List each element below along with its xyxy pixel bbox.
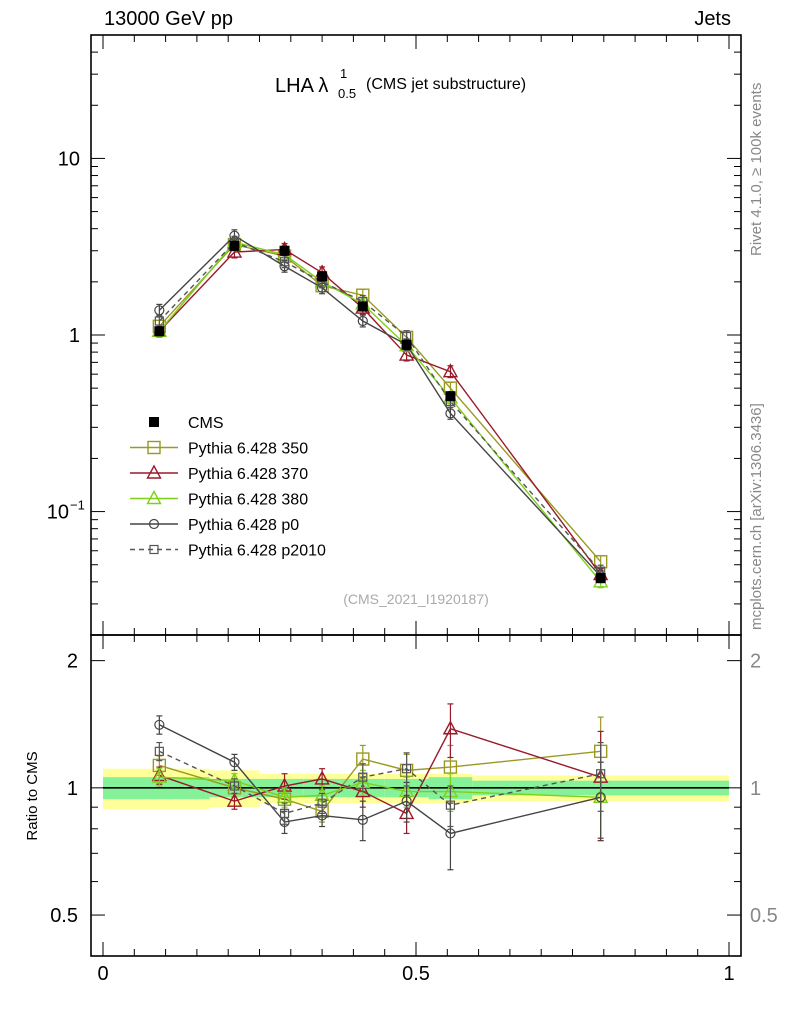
ratio-point-4-0 xyxy=(154,746,164,756)
ratio-series-line-1 xyxy=(159,727,601,815)
ratio-point-3-4 xyxy=(357,814,368,825)
data-point-7 xyxy=(595,573,606,584)
y-tick-label-ratio-right-1: 1 xyxy=(750,778,761,800)
data-point-4 xyxy=(357,301,368,312)
data-point-3 xyxy=(317,271,328,282)
main-series-line-3 xyxy=(158,234,602,577)
ratio-point-0-6 xyxy=(443,760,458,774)
legend-marker-0 xyxy=(147,440,161,455)
ratio-point-1-1 xyxy=(226,792,243,807)
ratio-point-3-1 xyxy=(229,757,240,768)
y-tick-label-ratio-0: 2 xyxy=(67,651,78,673)
main-point-1-5 xyxy=(398,346,415,361)
y-tick-label-ratio-right-2: 0.5 xyxy=(750,905,778,927)
x-tick-label-2: 1 xyxy=(723,963,734,985)
main-series-line-1 xyxy=(158,248,602,575)
ratio-series-line-3 xyxy=(159,724,601,835)
legend-label-data: CMS xyxy=(188,415,224,432)
main-point-1-6 xyxy=(442,363,459,378)
ratio-point-3-5 xyxy=(401,796,412,807)
data-point-1 xyxy=(229,240,240,251)
ratio-point-4-7 xyxy=(596,769,606,779)
main-series-line-0 xyxy=(158,243,602,563)
y-tick-label-ratio-1: 1 xyxy=(67,778,78,800)
legend-label-2: Pythia 6.428 380 xyxy=(188,492,308,509)
main-point-3-4 xyxy=(357,315,368,327)
legend-marker-3 xyxy=(148,518,160,530)
main-point-3-6 xyxy=(445,408,456,419)
main-point-1-1 xyxy=(226,243,243,258)
ratio-point-1-4 xyxy=(355,783,371,798)
legend-marker-4 xyxy=(149,544,159,555)
data-point-5 xyxy=(401,339,412,350)
ratio-point-4-6 xyxy=(445,800,456,810)
y-tick-label-main-0: 10 xyxy=(58,148,80,170)
ratio-point-1-3 xyxy=(314,770,330,785)
data-point-2 xyxy=(279,245,290,256)
header-left-label: 13000 GeV pp xyxy=(104,8,233,30)
x-tick-label-0: 0 xyxy=(97,963,108,985)
y-tick-label-ratio-2: 0.5 xyxy=(50,905,78,927)
y-tick-label-main-1: 1 xyxy=(69,325,80,347)
chart-title-subscript: 0.5 xyxy=(338,86,356,101)
ratio-ylabel: Ratio to CMS xyxy=(24,751,41,840)
ratio-point-4-4 xyxy=(358,772,368,782)
main-series-line-2 xyxy=(158,241,602,583)
ratio-point-2-0 xyxy=(151,768,168,783)
data-point-0 xyxy=(154,326,165,337)
y-tick-label-main-2: 10 xyxy=(47,502,69,524)
legend-marker-1 xyxy=(146,464,162,479)
legend-label-0: Pythia 6.428 350 xyxy=(188,441,308,458)
y-tick-label-ratio-right-0: 2 xyxy=(750,651,761,673)
ratio-point-4-2 xyxy=(279,808,290,819)
ratio-series-line-2 xyxy=(159,776,601,798)
ratio-series-line-4 xyxy=(159,750,601,815)
ratio-point-2-2 xyxy=(276,788,293,803)
legend-label-3: Pythia 6.428 p0 xyxy=(188,517,299,534)
legend-label-1: Pythia 6.428 370 xyxy=(188,466,308,483)
chart-title-superscript: 1 xyxy=(340,66,347,81)
header-right-label: Jets xyxy=(694,8,731,30)
main-series-line-4 xyxy=(158,241,602,572)
ratio-point-4-5 xyxy=(402,764,412,774)
data-point-6 xyxy=(445,391,456,402)
ratio-point-3-6 xyxy=(445,828,456,839)
ratio-point-4-1 xyxy=(229,781,240,791)
ratio-point-4-3 xyxy=(317,798,327,808)
y-tick-label-main-sup-2: −1 xyxy=(70,498,85,513)
chart-title-main: LHA λ xyxy=(275,75,328,97)
legend-label-4: Pythia 6.428 p2010 xyxy=(188,543,326,560)
main-point-4-0 xyxy=(154,316,164,326)
analysis-tag: (CMS_2021_I1920187) xyxy=(343,591,489,607)
legend-marker-data xyxy=(149,417,159,427)
ratio-point-3-0 xyxy=(154,719,165,730)
main-point-4-2 xyxy=(279,257,290,267)
ratio-point-1-6 xyxy=(442,720,459,735)
x-tick-label-1: 0.5 xyxy=(402,963,430,985)
chart-title-suffix: (CMS jet substructure) xyxy=(366,76,526,93)
legend-marker-2 xyxy=(146,490,162,505)
